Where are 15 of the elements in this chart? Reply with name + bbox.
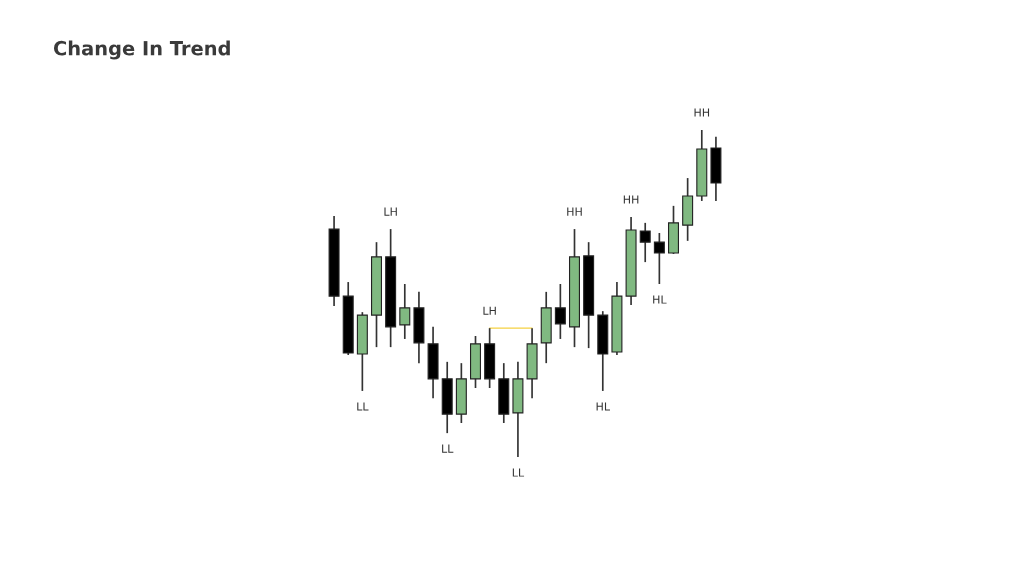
text: Change In Trend xyxy=(53,40,230,60)
annotation: HL xyxy=(653,295,667,304)
annotation: LL xyxy=(512,468,525,477)
annotation: LH xyxy=(384,207,397,216)
annotation: LH xyxy=(483,306,496,315)
annotation: HH xyxy=(694,108,710,117)
annotation: HH xyxy=(623,195,639,204)
candlestick xyxy=(554,283,566,340)
candlestick xyxy=(639,222,651,263)
annotation: LL xyxy=(357,402,369,411)
candlestick xyxy=(653,232,665,285)
annotation: HH xyxy=(567,207,582,216)
candlestick xyxy=(399,283,411,340)
annotation: HL xyxy=(596,402,610,411)
annotation: LL xyxy=(442,444,454,453)
